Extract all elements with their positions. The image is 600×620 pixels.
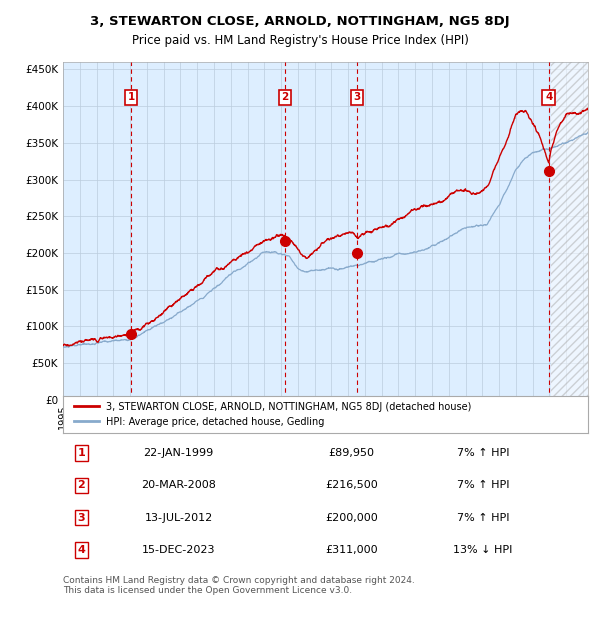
Text: 2: 2: [281, 92, 289, 102]
Text: 20-MAR-2008: 20-MAR-2008: [141, 480, 216, 490]
Text: 4: 4: [545, 92, 553, 102]
Text: 3: 3: [77, 513, 85, 523]
Text: 2: 2: [77, 480, 85, 490]
Text: Price paid vs. HM Land Registry's House Price Index (HPI): Price paid vs. HM Land Registry's House …: [131, 34, 469, 47]
Text: 3: 3: [353, 92, 361, 102]
Text: Contains HM Land Registry data © Crown copyright and database right 2024.
This d: Contains HM Land Registry data © Crown c…: [63, 576, 415, 595]
Bar: [551, 62, 588, 400]
Text: £89,950: £89,950: [329, 448, 375, 458]
Text: £311,000: £311,000: [325, 545, 378, 555]
Text: 7% ↑ HPI: 7% ↑ HPI: [457, 480, 509, 490]
Text: 1: 1: [77, 448, 85, 458]
Text: 4: 4: [77, 545, 85, 555]
Text: £216,500: £216,500: [325, 480, 378, 490]
Text: 3, STEWARTON CLOSE, ARNOLD, NOTTINGHAM, NG5 8DJ: 3, STEWARTON CLOSE, ARNOLD, NOTTINGHAM, …: [90, 16, 510, 29]
Text: 22-JAN-1999: 22-JAN-1999: [143, 448, 214, 458]
Text: 7% ↑ HPI: 7% ↑ HPI: [457, 448, 509, 458]
Text: 7% ↑ HPI: 7% ↑ HPI: [457, 513, 509, 523]
Text: 13% ↓ HPI: 13% ↓ HPI: [454, 545, 512, 555]
Legend: 3, STEWARTON CLOSE, ARNOLD, NOTTINGHAM, NG5 8DJ (detached house), HPI: Average p: 3, STEWARTON CLOSE, ARNOLD, NOTTINGHAM, …: [70, 398, 476, 430]
Text: 1: 1: [127, 92, 134, 102]
Text: 13-JUL-2012: 13-JUL-2012: [145, 513, 212, 523]
Text: 15-DEC-2023: 15-DEC-2023: [142, 545, 215, 555]
Bar: [551, 62, 588, 400]
Text: £200,000: £200,000: [325, 513, 378, 523]
